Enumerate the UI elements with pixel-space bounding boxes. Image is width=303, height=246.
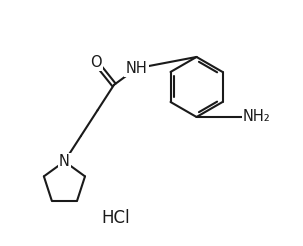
Text: NH₂: NH₂	[243, 109, 271, 124]
Text: O: O	[90, 55, 102, 70]
Text: N: N	[59, 154, 70, 169]
Text: HCl: HCl	[101, 209, 130, 227]
Text: NH: NH	[126, 61, 147, 76]
